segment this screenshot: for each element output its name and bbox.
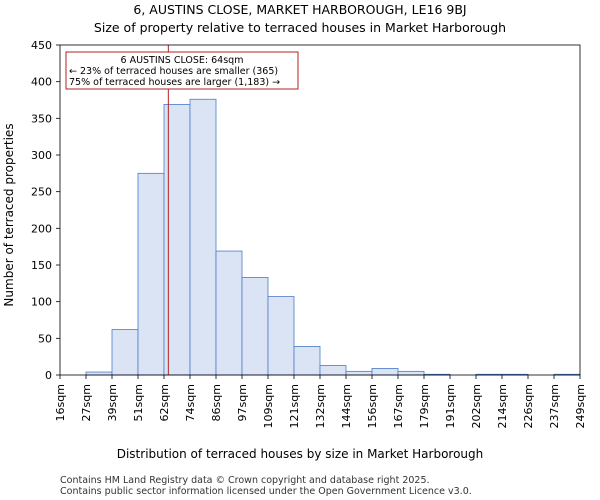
annotation-line-1: 6 AUSTINS CLOSE: 64sqm (121, 55, 244, 66)
x-tick-label: 39sqm (106, 384, 119, 421)
x-tick-label: 179sqm (418, 384, 431, 428)
x-tick-label: 51sqm (132, 384, 145, 421)
y-tick-label: 300 (31, 149, 52, 162)
chart-title: 6, AUSTINS CLOSE, MARKET HARBOROUGH, LE1… (133, 2, 466, 17)
annotation-box (65, 51, 299, 90)
x-tick-label: 62sqm (158, 384, 171, 421)
chart-subtitle: Size of property relative to terraced ho… (94, 20, 506, 35)
y-tick-label: 0 (45, 369, 52, 382)
histogram-bar (371, 367, 399, 376)
bars-layer (85, 98, 581, 376)
x-tick-label: 202sqm (470, 384, 483, 428)
x-tick-label: 16sqm (54, 384, 67, 421)
histogram-bar (241, 277, 269, 376)
histogram-bar (137, 172, 165, 376)
x-tick-label: 249sqm (574, 384, 587, 428)
x-axis-label: Distribution of terraced houses by size … (117, 447, 484, 461)
y-tick-label: 200 (31, 222, 52, 235)
x-tick-label: 74sqm (184, 384, 197, 421)
x-tick-label: 191sqm (444, 384, 457, 428)
x-ticks: 16sqm 27sqm 39sqm 51sqm 62sqm 74sqm 86sqm 97sqm… (54, 375, 587, 428)
annotation-line-2: ← 23% of terraced houses are smaller (36… (69, 66, 278, 77)
annotation-line-3: 75% of terraced houses are larger (1,183… (69, 77, 280, 88)
histogram-bar (319, 365, 347, 376)
histogram-bar (85, 371, 113, 376)
y-axis-label: Number of terraced properties (2, 123, 16, 306)
x-tick-label: 214sqm (496, 384, 509, 428)
y-tick-label: 250 (31, 186, 52, 199)
x-tick-label: 132sqm (314, 384, 327, 428)
footer-line-1: Contains HM Land Registry data © Crown c… (60, 475, 430, 486)
x-tick-label: 109sqm (262, 384, 275, 428)
y-tick-label: 400 (31, 76, 52, 89)
x-tick-label: 86sqm (210, 384, 223, 421)
histogram-bar (293, 345, 321, 376)
histogram-bar (397, 370, 425, 376)
y-tick-label: 50 (38, 332, 52, 345)
histogram-bar (215, 250, 243, 376)
footer-line-2: Contains public sector information licen… (60, 486, 472, 497)
histogram-bar (111, 329, 139, 376)
x-tick-label: 167sqm (392, 384, 405, 428)
y-tick-label: 350 (31, 112, 52, 125)
x-tick-label: 156sqm (366, 384, 379, 428)
x-tick-label: 144sqm (340, 384, 353, 428)
x-tick-label: 97sqm (236, 384, 249, 421)
histogram-bar (345, 370, 373, 376)
histogram-bar (189, 98, 217, 376)
y-ticks: 0 50 100 150 200 250 300 350 400 450 (31, 39, 60, 382)
x-tick-label: 121sqm (288, 384, 301, 428)
y-tick-label: 450 (31, 39, 52, 52)
x-tick-label: 237sqm (548, 384, 561, 428)
x-tick-label: 226sqm (522, 384, 535, 428)
y-tick-label: 150 (31, 259, 52, 272)
x-tick-label: 27sqm (80, 384, 93, 421)
marker-layer: 6 AUSTINS CLOSE: 64sqm ← 23% of terraced… (65, 45, 299, 375)
histogram-bar (267, 296, 295, 376)
y-tick-label: 100 (31, 296, 52, 309)
